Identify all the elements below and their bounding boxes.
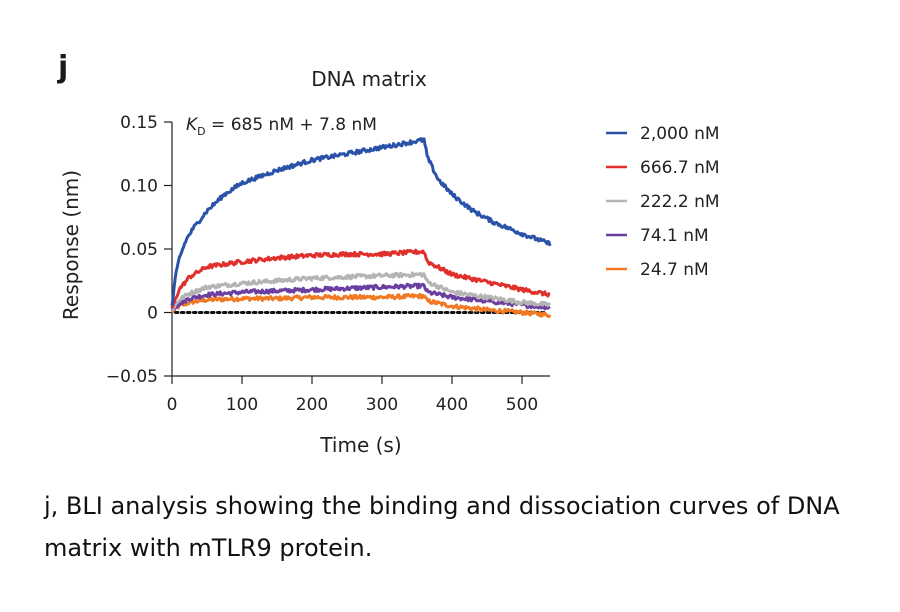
x-tick-label: 100 (226, 395, 258, 415)
y-tick-label: −0.05 (106, 367, 158, 387)
x-tick-label: 400 (436, 395, 468, 415)
y-tick-label: 0.10 (120, 177, 158, 197)
x-tick-label: 500 (506, 395, 538, 415)
x-axis-title: Time (s) (319, 433, 401, 457)
y-tick-label: 0.15 (120, 113, 158, 133)
panel-letter: j (58, 50, 69, 85)
y-tick-label: 0.05 (120, 240, 158, 260)
legend-label: 74.1 nM (640, 226, 709, 246)
figure-caption: j, BLI analysis showing the binding and … (44, 492, 840, 562)
y-tick-label: 0 (147, 304, 158, 324)
kd-annotation: KD = 685 nM + 7.8 nM (186, 115, 377, 138)
x-tick-label: 200 (296, 395, 328, 415)
legend-label: 2,000 nM (640, 124, 720, 144)
chart-title: DNA matrix (311, 67, 427, 91)
series-line-2-000-nM (170, 137, 552, 306)
legend-label: 222.2 nM (640, 192, 720, 212)
x-tick-label: 0 (167, 395, 178, 415)
series-line-24-7-nM (171, 292, 552, 319)
legend-label: 24.7 nM (640, 260, 709, 280)
bli-line-chart: DNA matrix −0.05 0 0.05 0.10 0.15 0 100 200 300 4… (59, 67, 720, 457)
legend-label: 666.7 nM (640, 158, 720, 178)
series-line-222-2-nM (171, 271, 552, 312)
x-tick-label: 300 (366, 395, 398, 415)
y-axis-title: Response (nm) (59, 170, 83, 320)
series-line-666-7-nM (170, 248, 551, 309)
